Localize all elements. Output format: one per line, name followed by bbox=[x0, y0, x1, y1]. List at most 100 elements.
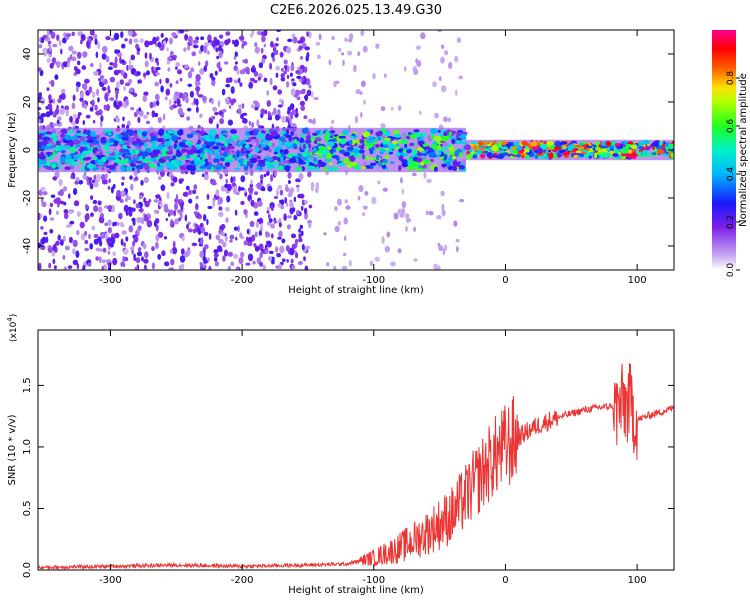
heatmap-cell bbox=[179, 77, 183, 82]
heatmap-cell bbox=[75, 117, 80, 125]
heatmap-cell bbox=[149, 52, 152, 60]
heatmap-cell bbox=[123, 130, 127, 133]
heatmap-cell bbox=[158, 205, 161, 210]
heatmap-cell bbox=[461, 132, 468, 135]
heatmap-cell bbox=[93, 71, 99, 76]
heatmap-cell bbox=[340, 144, 345, 148]
heatmap-cell bbox=[273, 151, 278, 155]
heatmap-cell bbox=[491, 144, 498, 152]
heatmap-cell bbox=[303, 66, 308, 73]
heatmap-cell bbox=[233, 56, 237, 60]
heatmap-cell bbox=[100, 75, 104, 79]
heatmap-cell bbox=[123, 204, 129, 213]
heatmap-cell bbox=[612, 153, 619, 157]
heatmap-cell bbox=[218, 44, 222, 51]
heatmap-cell bbox=[63, 212, 69, 220]
heatmap-cell bbox=[209, 73, 214, 79]
heatmap-cell bbox=[68, 193, 71, 199]
heatmap-cell bbox=[151, 110, 156, 118]
heatmap-cell bbox=[240, 175, 246, 183]
heatmap-cell bbox=[177, 129, 184, 136]
heatmap-cell bbox=[227, 119, 233, 126]
heatmap-cell bbox=[386, 231, 391, 238]
heatmap-cell bbox=[53, 265, 57, 270]
heatmap-cell bbox=[308, 84, 312, 89]
heatmap-cell bbox=[269, 77, 273, 86]
heatmap-cell bbox=[38, 92, 42, 97]
heatmap-cell bbox=[343, 252, 347, 257]
heatmap-cell bbox=[49, 229, 54, 234]
heatmap-cell bbox=[272, 56, 276, 62]
heatmap-cell bbox=[370, 162, 377, 166]
heatmap-cell bbox=[283, 70, 287, 75]
heatmap-cell bbox=[206, 218, 209, 226]
heatmap-cell bbox=[346, 163, 353, 169]
heatmap-cell bbox=[64, 105, 70, 111]
heatmap-cell bbox=[115, 117, 120, 123]
heatmap-cell bbox=[257, 76, 261, 81]
heatmap-cell bbox=[262, 264, 266, 270]
heatmap-cell bbox=[419, 161, 425, 166]
heatmap-cell bbox=[456, 246, 459, 253]
heatmap-cell bbox=[193, 156, 201, 163]
heatmap-cell bbox=[186, 164, 194, 171]
heatmap-cell bbox=[80, 154, 84, 160]
y-tick-label: -40 bbox=[22, 238, 33, 254]
heatmap-cell bbox=[277, 202, 282, 208]
heatmap-cell bbox=[71, 102, 76, 110]
heatmap-cell bbox=[249, 220, 255, 227]
heatmap-cell bbox=[236, 191, 240, 196]
heatmap-cell bbox=[266, 156, 274, 162]
heatmap-cell bbox=[588, 151, 595, 156]
heatmap-cell bbox=[57, 98, 62, 104]
heatmap-cell bbox=[165, 217, 168, 222]
heatmap-cell bbox=[107, 219, 112, 226]
heatmap-cell bbox=[51, 57, 57, 64]
heatmap-cell bbox=[159, 164, 164, 168]
heatmap-cell bbox=[360, 30, 365, 36]
heatmap-cell bbox=[335, 157, 341, 161]
heatmap-cell bbox=[302, 156, 308, 161]
heatmap-cell bbox=[144, 214, 147, 219]
heatmap-cell bbox=[436, 214, 442, 220]
heatmap-cell bbox=[331, 119, 335, 125]
heatmap-cell bbox=[199, 165, 207, 169]
heatmap-cell bbox=[59, 94, 63, 100]
heatmap-cell bbox=[330, 148, 334, 155]
heatmap-cell bbox=[276, 37, 279, 42]
heatmap-cell bbox=[97, 152, 103, 156]
heatmap-cell bbox=[89, 243, 94, 250]
heatmap-cell bbox=[287, 172, 292, 179]
heatmap-cell bbox=[184, 33, 189, 41]
heatmap-cell bbox=[155, 224, 159, 232]
heatmap-cell bbox=[105, 142, 111, 148]
heatmap-cell bbox=[226, 195, 231, 203]
snr-y-axis: 0.0 0.5 1.0 1.5 bbox=[22, 377, 674, 578]
heatmap-cell bbox=[79, 92, 85, 98]
heatmap-cell bbox=[202, 262, 206, 268]
heatmap-cell bbox=[260, 47, 264, 54]
heatmap-cell bbox=[310, 181, 315, 190]
heatmap-cell bbox=[60, 239, 64, 246]
heatmap-cell bbox=[280, 199, 285, 206]
heatmap-cell bbox=[270, 41, 274, 48]
heatmap-cell bbox=[162, 146, 169, 150]
heatmap-cell bbox=[76, 211, 81, 217]
heatmap-cell bbox=[224, 235, 228, 242]
heatmap-cell bbox=[237, 77, 241, 84]
heatmap-cell bbox=[48, 94, 52, 101]
heatmap-cell bbox=[120, 31, 124, 39]
heatmap-cell bbox=[447, 117, 452, 123]
heatmap-cell bbox=[125, 166, 132, 171]
heatmap-cell bbox=[293, 214, 297, 221]
heatmap-cell bbox=[139, 38, 144, 44]
heatmap-cell bbox=[112, 257, 118, 266]
heatmap-cell bbox=[195, 98, 199, 107]
heatmap-cell bbox=[298, 45, 303, 51]
heatmap-cell bbox=[267, 163, 275, 169]
heatmap-cell bbox=[359, 138, 365, 144]
heatmap-cell bbox=[250, 179, 253, 186]
heatmap-cell bbox=[416, 60, 422, 68]
heatmap-cell bbox=[168, 99, 172, 106]
heatmap-cell bbox=[105, 104, 110, 112]
